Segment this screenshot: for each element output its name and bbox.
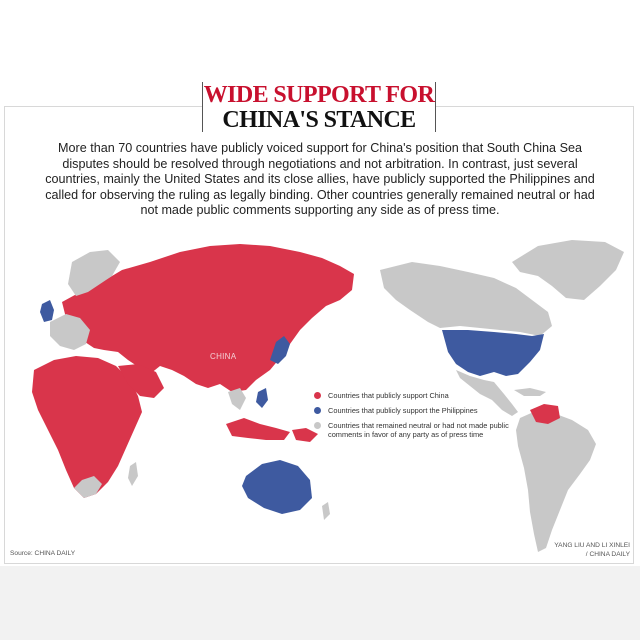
source-note: Source: CHINA DAILY bbox=[10, 550, 76, 557]
western-europe-neutral bbox=[50, 314, 90, 350]
japan bbox=[270, 336, 290, 364]
philippines bbox=[256, 388, 268, 408]
new-zealand bbox=[322, 502, 330, 520]
greenland bbox=[512, 240, 624, 300]
intro-paragraph: More than 70 countries have publicly voi… bbox=[45, 141, 595, 217]
legend-swatch-gray bbox=[314, 422, 321, 429]
south-america bbox=[516, 410, 596, 552]
legend-swatch-blue bbox=[314, 407, 321, 414]
africa-neutral bbox=[74, 476, 102, 498]
credit-authors: YANG LIU AND LI XINLEI bbox=[554, 542, 630, 549]
credit: YANG LIU AND LI XINLEI / CHINA DAILY bbox=[554, 541, 630, 559]
venezuela bbox=[530, 404, 560, 424]
caribbean bbox=[514, 388, 546, 396]
bottom-background bbox=[0, 566, 640, 640]
northern-europe-neutral bbox=[68, 250, 120, 296]
africa-china-support bbox=[32, 356, 142, 498]
map-legend: Countries that publicly support China Co… bbox=[314, 391, 514, 445]
title-box: WIDE SUPPORT FOR CHINA'S STANCE bbox=[202, 82, 436, 132]
mexico-central-america bbox=[456, 370, 518, 416]
uk bbox=[40, 300, 54, 322]
madagascar bbox=[128, 462, 138, 486]
papua-new-guinea bbox=[292, 428, 318, 442]
middle-east bbox=[118, 364, 164, 398]
legend-label-support-china: Countries that publicly support China bbox=[328, 391, 449, 400]
legend-item-support-china: Countries that publicly support China bbox=[314, 391, 514, 400]
southeast-asia-neutral bbox=[228, 388, 246, 410]
title-line-2: CHINA'S STANCE bbox=[222, 107, 416, 133]
legend-label-support-philippines: Countries that publicly support the Phil… bbox=[328, 406, 478, 415]
legend-item-support-philippines: Countries that publicly support the Phil… bbox=[314, 406, 514, 415]
legend-label-neutral: Countries that remained neutral or had n… bbox=[328, 421, 509, 439]
indonesia bbox=[226, 418, 290, 440]
legend-item-neutral: Countries that remained neutral or had n… bbox=[314, 421, 514, 439]
credit-outlet: / CHINA DAILY bbox=[585, 551, 630, 558]
legend-swatch-red bbox=[314, 392, 321, 399]
china-map-label: CHINA bbox=[210, 352, 237, 361]
north-america-neutral bbox=[380, 262, 552, 336]
australia bbox=[242, 460, 312, 514]
usa bbox=[442, 330, 544, 376]
title-line-1: WIDE SUPPORT FOR bbox=[203, 82, 435, 108]
